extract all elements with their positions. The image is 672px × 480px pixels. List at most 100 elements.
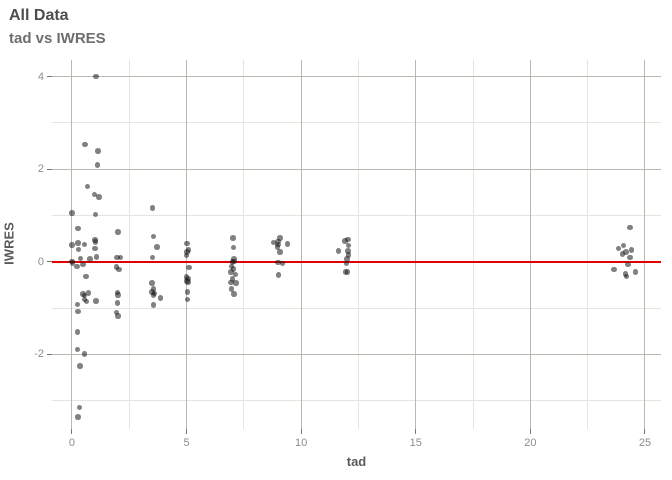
- data-point: [343, 260, 350, 266]
- data-point: [87, 256, 93, 262]
- data-point: [84, 183, 91, 190]
- data-point: [231, 258, 237, 265]
- x-tick-mark: [415, 429, 417, 434]
- data-point: [81, 351, 88, 357]
- data-point: [149, 280, 155, 286]
- data-point: [149, 205, 156, 211]
- data-point: [342, 238, 348, 244]
- data-point: [184, 289, 191, 295]
- data-point: [231, 291, 237, 297]
- data-point: [115, 313, 121, 319]
- data-point: [93, 73, 99, 80]
- data-point: [94, 162, 101, 168]
- data-point: [114, 254, 120, 261]
- data-point: [82, 141, 88, 147]
- x-axis-title: tad: [346, 454, 367, 469]
- data-point: [345, 242, 352, 249]
- data-point: [344, 256, 350, 262]
- data-point: [279, 260, 286, 267]
- data-point: [150, 286, 157, 292]
- x-minor-gridline: [472, 60, 474, 429]
- data-point: [275, 241, 281, 248]
- data-point: [75, 308, 81, 315]
- y-tick-mark: [47, 353, 52, 355]
- x-tick-label: 10: [295, 437, 308, 449]
- x-tick-mark: [300, 429, 302, 434]
- data-point: [154, 244, 160, 250]
- data-point: [228, 269, 234, 275]
- y-axis-title: IWRES: [1, 222, 17, 265]
- data-point: [611, 266, 617, 273]
- data-point: [275, 272, 282, 278]
- data-point: [75, 246, 82, 253]
- data-point: [76, 404, 83, 411]
- y-major-gridline: [52, 168, 661, 170]
- data-point: [115, 292, 121, 298]
- data-point: [622, 271, 629, 277]
- data-point: [150, 292, 157, 298]
- data-point: [184, 249, 190, 255]
- y-minor-gridline: [52, 307, 661, 309]
- data-point: [627, 224, 633, 231]
- data-point: [344, 269, 351, 275]
- data-point: [157, 295, 164, 301]
- plot-title: All Data: [9, 7, 69, 24]
- data-point: [183, 252, 190, 259]
- data-point: [623, 249, 629, 255]
- data-point: [81, 241, 88, 248]
- data-point: [270, 239, 277, 246]
- data-point: [345, 236, 351, 243]
- x-major-gridline: [415, 60, 417, 429]
- data-point: [229, 276, 236, 282]
- y-tick-label: 2: [37, 163, 44, 176]
- y-major-gridline: [52, 353, 661, 355]
- data-point: [620, 242, 627, 249]
- data-point: [615, 245, 622, 252]
- data-point: [632, 269, 639, 275]
- data-point: [113, 264, 120, 270]
- y-minor-gridline: [52, 215, 661, 217]
- data-point: [83, 298, 90, 305]
- data-point: [96, 194, 102, 200]
- data-point: [75, 225, 81, 232]
- data-point: [113, 309, 120, 316]
- data-point: [149, 254, 156, 261]
- data-point: [275, 259, 281, 266]
- data-point: [232, 271, 239, 278]
- data-point: [69, 210, 75, 216]
- data-point: [114, 300, 121, 306]
- data-point: [625, 261, 631, 268]
- data-point: [627, 254, 633, 261]
- x-major-gridline: [529, 60, 531, 429]
- y-tick-mark: [47, 261, 52, 263]
- data-point: [230, 244, 237, 251]
- data-point: [74, 301, 81, 308]
- data-point: [93, 298, 99, 304]
- x-tick-label: 5: [183, 437, 190, 449]
- x-tick-label: 15: [409, 437, 422, 449]
- data-point: [77, 255, 84, 262]
- data-point: [95, 148, 101, 154]
- plot-subtitle: tad vs IWRES: [9, 30, 106, 47]
- data-point: [93, 254, 100, 260]
- x-major-gridline: [644, 60, 646, 429]
- data-point: [230, 235, 236, 241]
- data-point: [75, 240, 81, 246]
- x-minor-gridline: [243, 60, 245, 429]
- data-point: [185, 279, 191, 285]
- data-point: [117, 254, 124, 261]
- data-point: [184, 240, 190, 247]
- y-major-gridline: [52, 76, 661, 78]
- y-tick-mark: [47, 168, 52, 170]
- x-tick-mark: [644, 429, 646, 434]
- data-point: [74, 329, 81, 335]
- data-point: [186, 264, 192, 271]
- data-point: [92, 211, 99, 218]
- data-point: [345, 252, 352, 258]
- data-point: [74, 346, 81, 353]
- data-point: [91, 191, 98, 198]
- x-tick-mark: [186, 429, 188, 434]
- data-point: [75, 414, 81, 420]
- data-point: [115, 229, 121, 235]
